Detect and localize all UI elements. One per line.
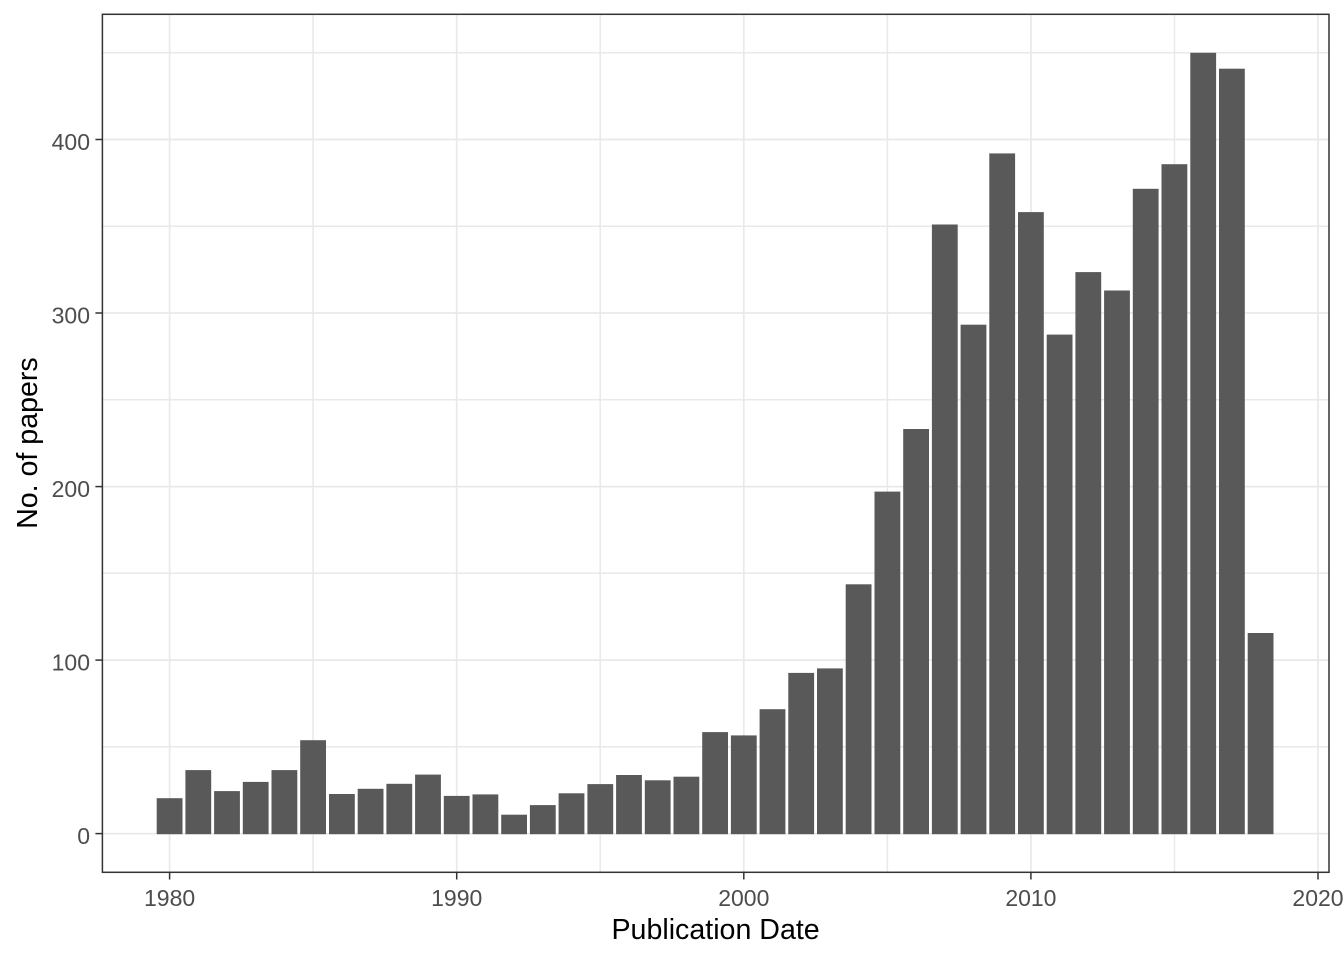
svg-text:No. of papers: No. of papers bbox=[12, 357, 44, 529]
svg-text:2020: 2020 bbox=[1292, 885, 1343, 911]
svg-text:0: 0 bbox=[77, 823, 90, 849]
svg-text:2010: 2010 bbox=[1005, 885, 1056, 911]
svg-text:400: 400 bbox=[52, 129, 90, 155]
svg-text:Publication Date: Publication Date bbox=[611, 914, 819, 946]
svg-text:2000: 2000 bbox=[718, 885, 769, 911]
svg-text:300: 300 bbox=[52, 303, 90, 329]
svg-text:100: 100 bbox=[52, 650, 90, 676]
svg-text:1990: 1990 bbox=[431, 885, 482, 911]
svg-text:1980: 1980 bbox=[144, 885, 195, 911]
svg-text:200: 200 bbox=[52, 476, 90, 502]
